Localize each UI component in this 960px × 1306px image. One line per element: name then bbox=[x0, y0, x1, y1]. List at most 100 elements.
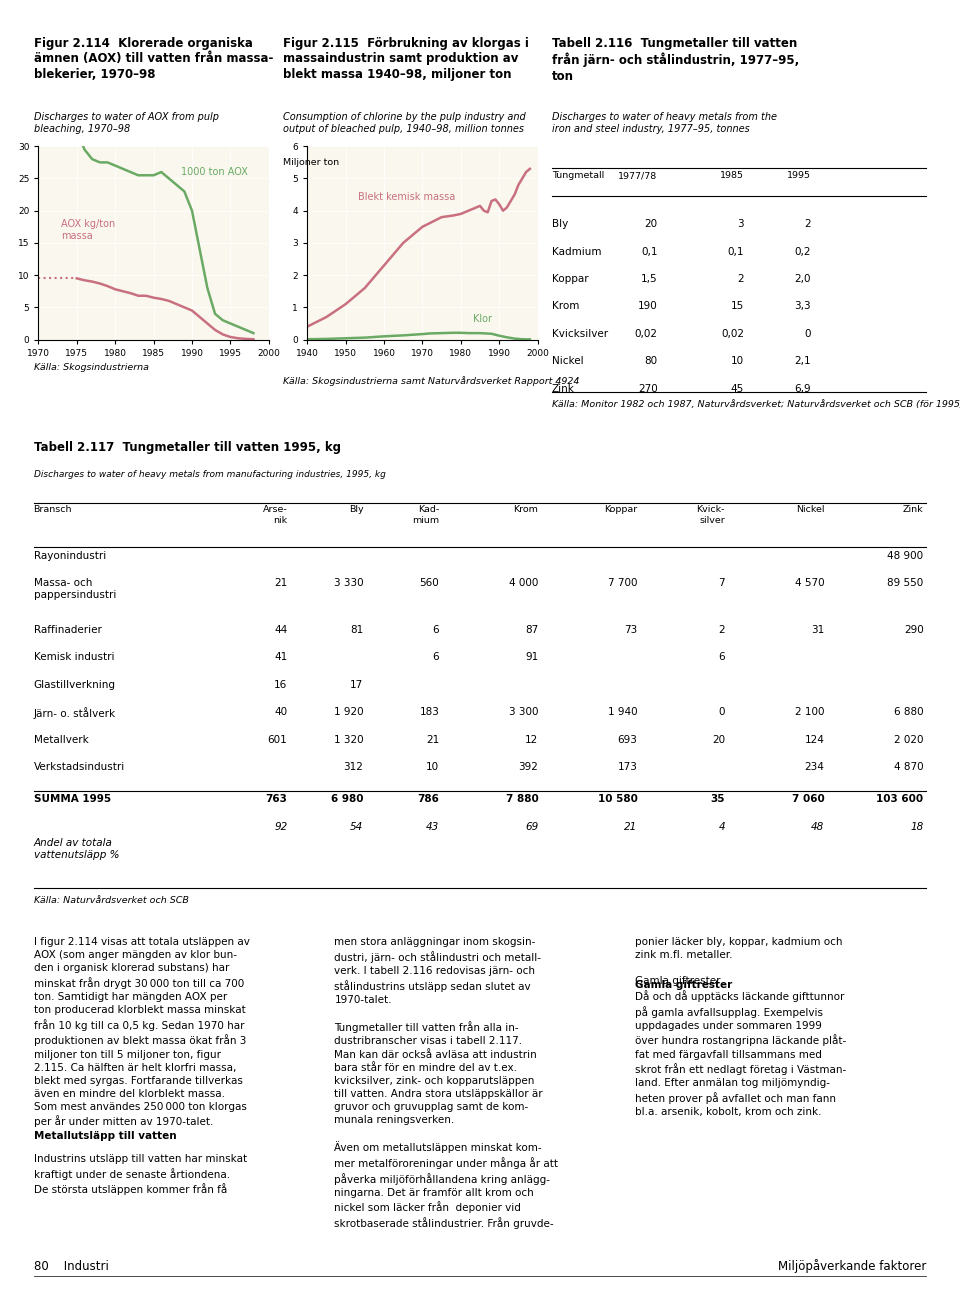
Text: 80    Industri: 80 Industri bbox=[34, 1260, 108, 1273]
Text: 10: 10 bbox=[426, 761, 439, 772]
Text: 17: 17 bbox=[350, 679, 363, 690]
Text: 234: 234 bbox=[804, 761, 825, 772]
Text: 3,3: 3,3 bbox=[795, 302, 811, 312]
Text: 20: 20 bbox=[644, 219, 658, 230]
Text: 3 300: 3 300 bbox=[509, 707, 539, 717]
Text: Rayonindustri: Rayonindustri bbox=[34, 551, 106, 560]
Text: Verkstadsindustri: Verkstadsindustri bbox=[34, 761, 125, 772]
Text: Zink: Zink bbox=[903, 505, 924, 515]
Text: Metallutsläpp till vatten: Metallutsläpp till vatten bbox=[34, 1131, 177, 1140]
Text: Koppar: Koppar bbox=[552, 274, 588, 285]
Text: 2: 2 bbox=[737, 274, 744, 285]
Text: 1985: 1985 bbox=[720, 171, 744, 180]
Text: Discharges to water of heavy metals from the
iron and steel industry, 1977–95, t: Discharges to water of heavy metals from… bbox=[552, 112, 777, 135]
Text: 6 880: 6 880 bbox=[894, 707, 924, 717]
Text: 0,02: 0,02 bbox=[721, 329, 744, 340]
Text: 290: 290 bbox=[903, 624, 924, 635]
Text: 6,9: 6,9 bbox=[795, 384, 811, 394]
Text: 16: 16 bbox=[275, 679, 287, 690]
Text: 41: 41 bbox=[275, 652, 287, 662]
Text: Blekt kemisk massa: Blekt kemisk massa bbox=[358, 192, 455, 202]
Text: 20: 20 bbox=[712, 734, 725, 744]
Text: 392: 392 bbox=[518, 761, 539, 772]
Text: 69: 69 bbox=[525, 821, 539, 832]
Text: Järn- o. stålverk: Järn- o. stålverk bbox=[34, 707, 116, 720]
Text: 81: 81 bbox=[350, 624, 363, 635]
Text: 0: 0 bbox=[719, 707, 725, 717]
Text: 103 600: 103 600 bbox=[876, 794, 924, 804]
Text: 43: 43 bbox=[426, 821, 439, 832]
Text: Tungmetall: Tungmetall bbox=[552, 171, 604, 180]
Text: 1995: 1995 bbox=[787, 171, 811, 180]
Text: Kadmium: Kadmium bbox=[552, 247, 602, 257]
Text: 6: 6 bbox=[718, 652, 725, 662]
Text: Kad-
mium: Kad- mium bbox=[412, 505, 439, 525]
Text: 693: 693 bbox=[617, 734, 637, 744]
Text: 763: 763 bbox=[266, 794, 287, 804]
Text: 6: 6 bbox=[433, 624, 439, 635]
Text: 7 700: 7 700 bbox=[608, 579, 637, 588]
Text: Gamla giftrester: Gamla giftrester bbox=[636, 981, 732, 990]
Text: 786: 786 bbox=[418, 794, 439, 804]
Text: 21: 21 bbox=[624, 821, 637, 832]
Text: 183: 183 bbox=[420, 707, 439, 717]
Text: Andel av totala
vattenutsläpp %: Andel av totala vattenutsläpp % bbox=[34, 838, 119, 859]
Text: 6 980: 6 980 bbox=[331, 794, 363, 804]
Text: 89 550: 89 550 bbox=[887, 579, 924, 588]
Text: 3 330: 3 330 bbox=[334, 579, 363, 588]
Text: 4 000: 4 000 bbox=[509, 579, 539, 588]
Text: 0,02: 0,02 bbox=[635, 329, 658, 340]
Text: 54: 54 bbox=[350, 821, 363, 832]
Text: 1 320: 1 320 bbox=[334, 734, 363, 744]
Text: Källa: Monitor 1982 och 1987, Naturvårdsverket; Naturvårdsverket och SCB (för 19: Källa: Monitor 1982 och 1987, Naturvårds… bbox=[552, 400, 960, 409]
Text: Nickel: Nickel bbox=[796, 505, 825, 515]
Text: Consumption of chlorine by the pulp industry and
output of bleached pulp, 1940–9: Consumption of chlorine by the pulp indu… bbox=[283, 112, 526, 135]
Text: Tabell 2.116  Tungmetaller till vatten
från järn- och stålindustrin, 1977–95,
to: Tabell 2.116 Tungmetaller till vatten fr… bbox=[552, 37, 800, 82]
Text: Nickel: Nickel bbox=[552, 357, 584, 367]
Text: I figur 2.114 visas att totala utsläppen av
AOX (som anger mängden av klor bun-
: I figur 2.114 visas att totala utsläppen… bbox=[34, 938, 250, 1127]
Text: Kemisk industri: Kemisk industri bbox=[34, 652, 114, 662]
Text: 44: 44 bbox=[275, 624, 287, 635]
Text: 91: 91 bbox=[525, 652, 539, 662]
Text: 40: 40 bbox=[275, 707, 287, 717]
Text: 12: 12 bbox=[525, 734, 539, 744]
Text: ponier läcker bly, koppar, kadmium och
zink m.fl. metaller.

Gamla giftrester
Då: ponier läcker bly, koppar, kadmium och z… bbox=[636, 938, 847, 1117]
Text: Tabell 2.117  Tungmetaller till vatten 1995, kg: Tabell 2.117 Tungmetaller till vatten 19… bbox=[34, 441, 341, 454]
Text: 0,1: 0,1 bbox=[728, 247, 744, 257]
Text: 1 920: 1 920 bbox=[334, 707, 363, 717]
Text: Kvick-
silver: Kvick- silver bbox=[697, 505, 725, 525]
Text: Glastillverkning: Glastillverkning bbox=[34, 679, 115, 690]
Text: Källa: Skogsindustrierna samt Naturvårdsverket Rapport 4924: Källa: Skogsindustrierna samt Naturvårds… bbox=[283, 376, 580, 387]
Text: Källa: Skogsindustrierna: Källa: Skogsindustrierna bbox=[34, 363, 149, 372]
Text: Discharges to water of AOX from pulp
bleaching, 1970–98: Discharges to water of AOX from pulp ble… bbox=[34, 112, 219, 135]
Text: Källa: Naturvårdsverket och SCB: Källa: Naturvårdsverket och SCB bbox=[34, 896, 188, 905]
Text: Miljoner ton: Miljoner ton bbox=[283, 158, 339, 167]
Text: 7: 7 bbox=[718, 579, 725, 588]
Text: 7 060: 7 060 bbox=[792, 794, 825, 804]
Text: 10: 10 bbox=[731, 357, 744, 367]
Text: 45: 45 bbox=[731, 384, 744, 394]
Text: Massa- och
pappersindustri: Massa- och pappersindustri bbox=[34, 579, 116, 599]
Text: 2: 2 bbox=[718, 624, 725, 635]
Text: 73: 73 bbox=[624, 624, 637, 635]
Text: men stora anläggningar inom skogsin-
dustri, järn- och stålindustri och metall-
: men stora anläggningar inom skogsin- dus… bbox=[334, 938, 559, 1229]
Text: 0,1: 0,1 bbox=[641, 247, 658, 257]
Text: Kvicksilver: Kvicksilver bbox=[552, 329, 608, 340]
Text: 173: 173 bbox=[617, 761, 637, 772]
Text: 1977/78: 1977/78 bbox=[618, 171, 658, 180]
Text: Bly: Bly bbox=[552, 219, 568, 230]
Text: 312: 312 bbox=[344, 761, 363, 772]
Text: 4: 4 bbox=[718, 821, 725, 832]
Text: 2 100: 2 100 bbox=[795, 707, 825, 717]
Text: 3: 3 bbox=[737, 219, 744, 230]
Text: 4 570: 4 570 bbox=[795, 579, 825, 588]
Text: Krom: Krom bbox=[552, 302, 580, 312]
Text: Discharges to water of heavy metals from manufacturing industries, 1995, kg: Discharges to water of heavy metals from… bbox=[34, 470, 386, 479]
Text: 2,1: 2,1 bbox=[795, 357, 811, 367]
Text: 0,2: 0,2 bbox=[795, 247, 811, 257]
Text: 4 870: 4 870 bbox=[894, 761, 924, 772]
Text: 560: 560 bbox=[420, 579, 439, 588]
Text: 2: 2 bbox=[804, 219, 811, 230]
Text: Bly: Bly bbox=[348, 505, 363, 515]
Text: 601: 601 bbox=[268, 734, 287, 744]
